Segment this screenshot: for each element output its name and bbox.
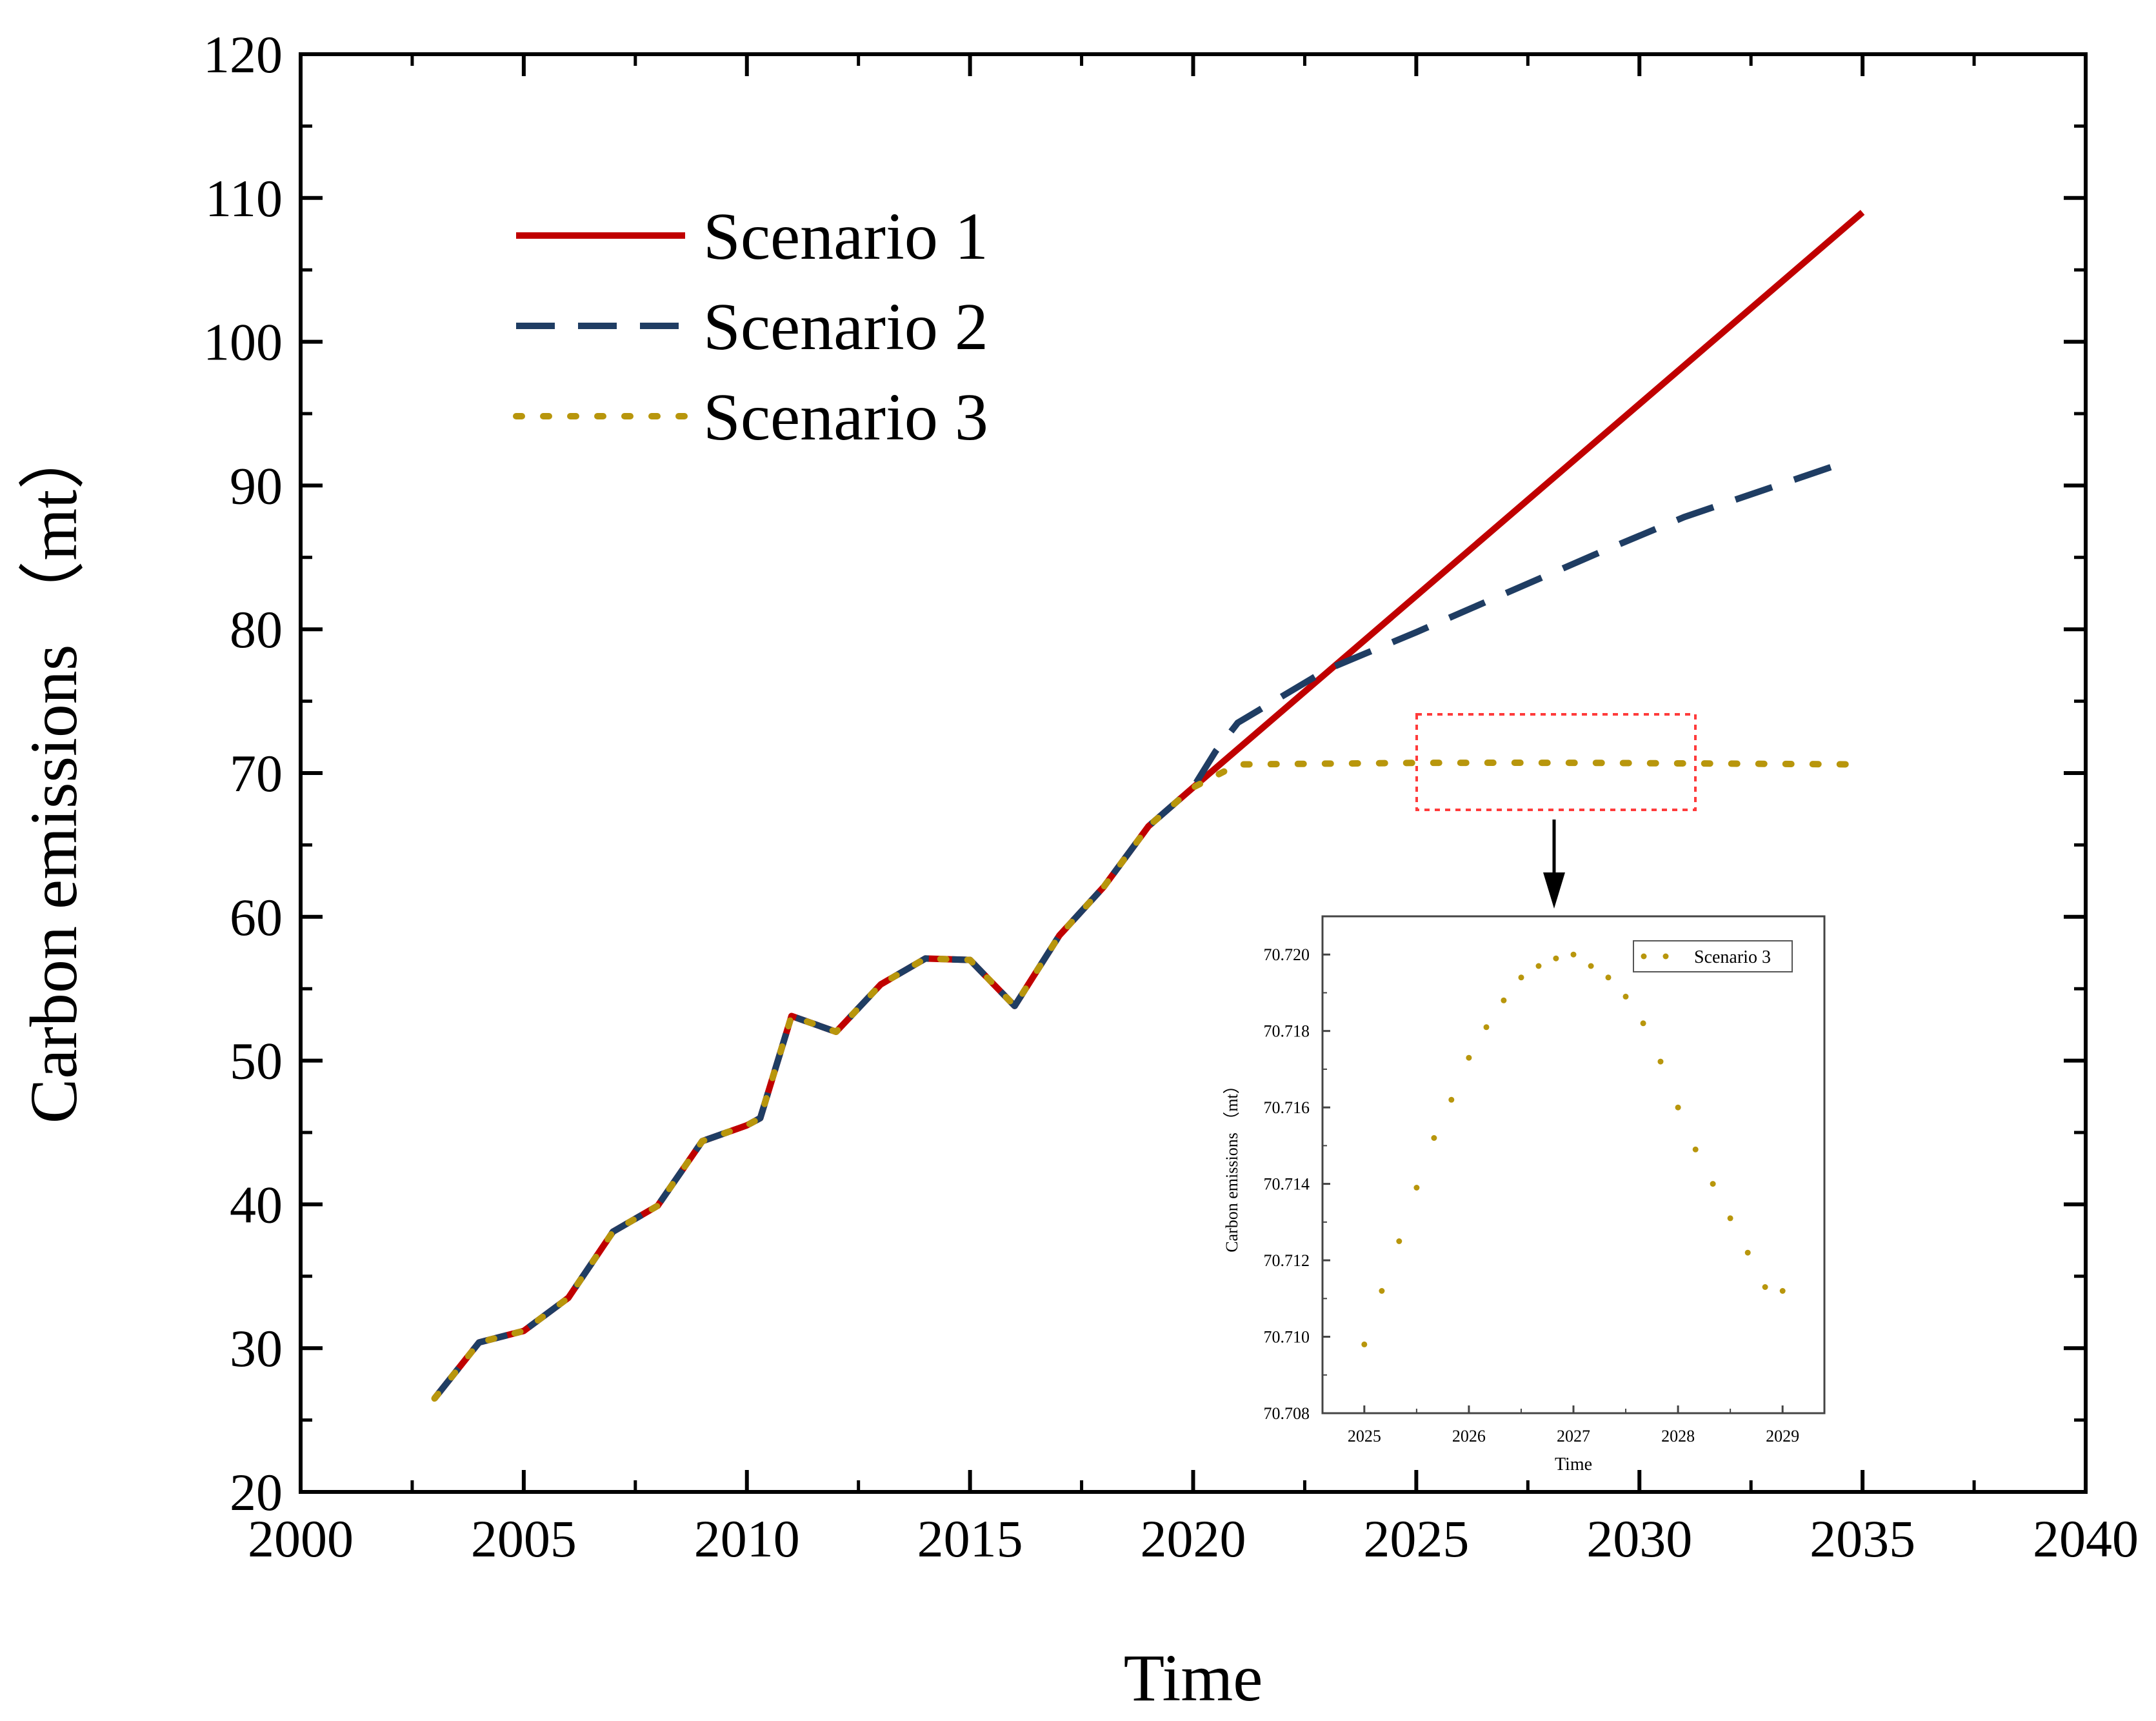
inset-point (1396, 1238, 1402, 1244)
inset-legend-box (1633, 940, 1793, 972)
inset-point (1588, 963, 1594, 969)
y-tick-label: 20 (230, 1463, 283, 1522)
inset-point (1413, 1185, 1420, 1191)
legend-label-scenario-3: Scenario 3 (703, 380, 988, 454)
inset-y-tick-label: 70.720 (1264, 945, 1310, 964)
y-tick-label: 90 (230, 456, 283, 515)
inset-point (1379, 1288, 1385, 1294)
y-tick-label: 60 (230, 888, 283, 947)
inset-point (1605, 974, 1612, 981)
y-tick-label: 50 (230, 1032, 283, 1091)
x-tick-label: 2020 (1141, 1509, 1246, 1568)
inset-y-tick-label: 70.708 (1264, 1404, 1310, 1423)
y-axis-label: Carbon emissions （mt） (17, 423, 91, 1123)
inset-legend-marker (1641, 953, 1647, 960)
inset-point (1483, 1024, 1490, 1031)
inset-point (1744, 1249, 1751, 1256)
inset-y-tick-label: 70.712 (1264, 1251, 1310, 1270)
inset-point (1675, 1104, 1681, 1111)
inset-point (1640, 1020, 1646, 1027)
inset-point (1779, 1288, 1786, 1294)
series-line-scenario-3 (431, 760, 1866, 1402)
zoom-box (1415, 713, 1697, 811)
inset-point (1431, 1135, 1437, 1141)
x-tick-label: 2030 (1586, 1509, 1692, 1568)
inset-x-tick-label: 2028 (1661, 1427, 1695, 1445)
inset-frame (1321, 915, 1826, 1414)
x-tick-label: 2025 (1363, 1509, 1469, 1568)
y-tick-label: 120 (203, 25, 283, 84)
inset-legend-label: Scenario 3 (1694, 947, 1771, 967)
inset-point (1553, 955, 1559, 961)
inset-x-tick-label: 2027 (1557, 1427, 1590, 1445)
y-tick-label: 70 (230, 744, 283, 803)
x-tick-label: 2015 (917, 1509, 1023, 1568)
inset-point (1692, 1146, 1699, 1152)
inset-point (1518, 974, 1524, 981)
x-tick-label: 2005 (471, 1509, 577, 1568)
x-tick-label: 2040 (2033, 1509, 2139, 1568)
inset-point (1657, 1058, 1664, 1065)
inset-point (1448, 1096, 1455, 1103)
y-tick-label: 40 (230, 1175, 283, 1234)
inset-point (1727, 1215, 1733, 1222)
x-tick-label: 2000 (248, 1509, 354, 1568)
inset-point (1466, 1054, 1472, 1061)
inset-point (1535, 963, 1542, 969)
legend-label-scenario-1: Scenario 1 (703, 199, 988, 274)
inset-x-tick-label: 2025 (1348, 1427, 1381, 1445)
zoom-arrow-head (1543, 872, 1565, 909)
inset-y-tick-label: 70.718 (1264, 1022, 1310, 1041)
inset-y-tick-label: 70.714 (1264, 1175, 1310, 1194)
inset-y-tick-label: 70.716 (1264, 1098, 1310, 1117)
inset-point (1762, 1284, 1768, 1290)
inset-x-tick-label: 2029 (1766, 1427, 1799, 1445)
legend-label-scenario-2: Scenario 2 (703, 290, 988, 364)
inset-point (1501, 997, 1507, 1003)
inset-point (1570, 951, 1577, 958)
y-tick-label: 110 (205, 169, 283, 228)
inset-point (1710, 1181, 1716, 1187)
inset-legend-marker (1662, 953, 1669, 960)
x-tick-label: 2010 (694, 1509, 800, 1568)
y-tick-label: 80 (230, 600, 283, 659)
inset-y-axis-label: Carbon emissions （mt） (1223, 1077, 1241, 1253)
x-tick-label: 2035 (1810, 1509, 1915, 1568)
y-tick-label: 30 (230, 1319, 283, 1378)
inset-point (1622, 993, 1629, 1000)
y-tick-label: 100 (203, 313, 283, 372)
inset-x-axis-label: Time (1555, 1454, 1592, 1474)
inset-y-tick-label: 70.710 (1264, 1328, 1310, 1347)
x-axis-label: Time (1124, 1641, 1263, 1715)
inset-x-tick-label: 2026 (1452, 1427, 1486, 1445)
inset-point (1361, 1341, 1368, 1347)
